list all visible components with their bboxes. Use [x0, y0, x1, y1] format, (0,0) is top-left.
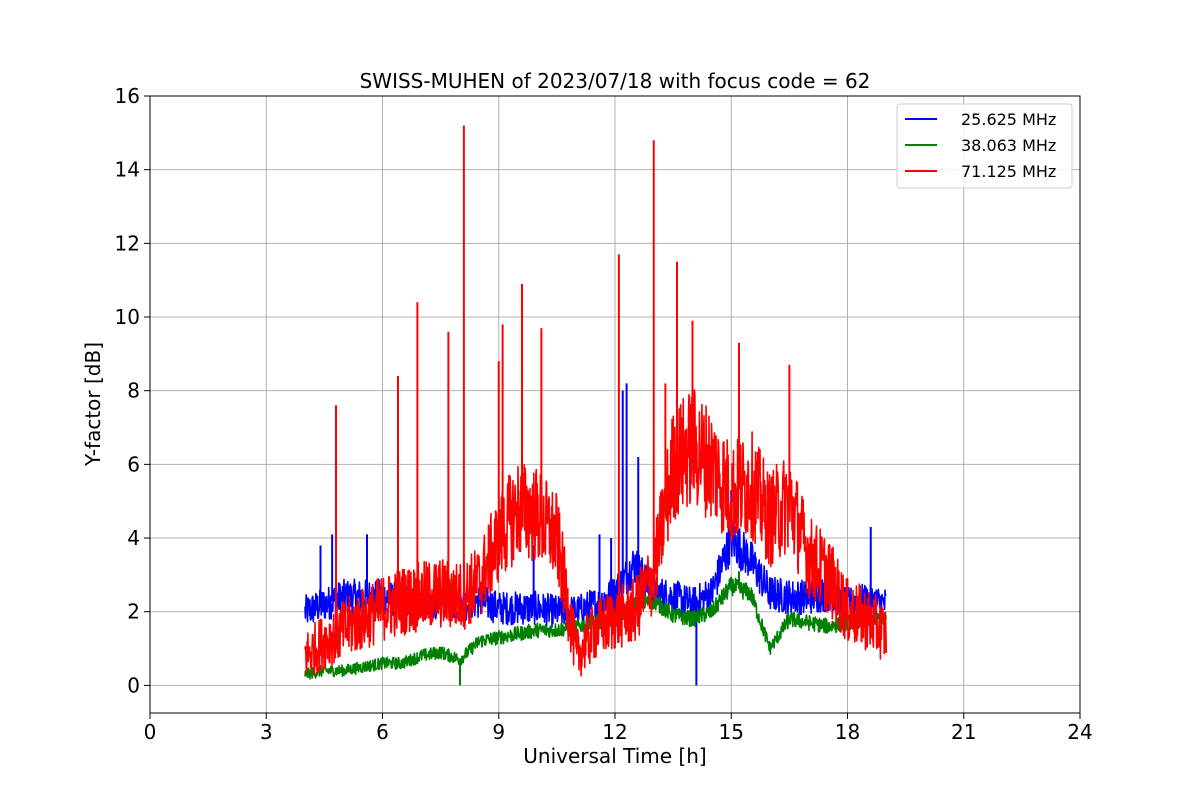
legend-label: 38.063 MHz	[961, 136, 1056, 155]
x-tick-label: 9	[492, 720, 505, 744]
legend: 25.625 MHz 38.063 MHz 71.125 MHz	[896, 103, 1073, 189]
x-tick-label: 6	[376, 720, 389, 744]
y-tick-label: 12	[115, 231, 140, 255]
x-tick-label: 15	[719, 720, 744, 744]
y-tick-label: 0	[127, 673, 140, 697]
chart-title: SWISS-MUHEN of 2023/07/18 with focus cod…	[360, 69, 871, 93]
series-layer	[304, 125, 888, 686]
y-tick-label: 10	[115, 305, 140, 329]
y-tick-label: 8	[127, 379, 140, 403]
y-axis-label: Y-factor [dB]	[81, 342, 105, 467]
legend-label: 71.125 MHz	[961, 162, 1056, 181]
x-axis-label: Universal Time [h]	[523, 744, 706, 768]
y-tick-label: 2	[127, 600, 140, 624]
series-line	[304, 576, 888, 680]
legend-box	[896, 103, 1073, 189]
x-tick-label: 3	[260, 720, 273, 744]
y-tick-label: 6	[127, 452, 140, 476]
x-tick-label: 21	[951, 720, 976, 744]
series-line	[304, 389, 888, 677]
legend-label: 25.625 MHz	[961, 110, 1056, 129]
series-71-125-mhz	[304, 125, 888, 677]
x-tick-label: 0	[144, 720, 157, 744]
x-tick-label: 12	[602, 720, 627, 744]
y-tick-label: 14	[115, 158, 140, 182]
y-tick-label: 4	[127, 526, 140, 550]
x-tick-label: 18	[835, 720, 860, 744]
x-tick-label: 24	[1067, 720, 1092, 744]
y-tick-label: 16	[115, 84, 140, 108]
